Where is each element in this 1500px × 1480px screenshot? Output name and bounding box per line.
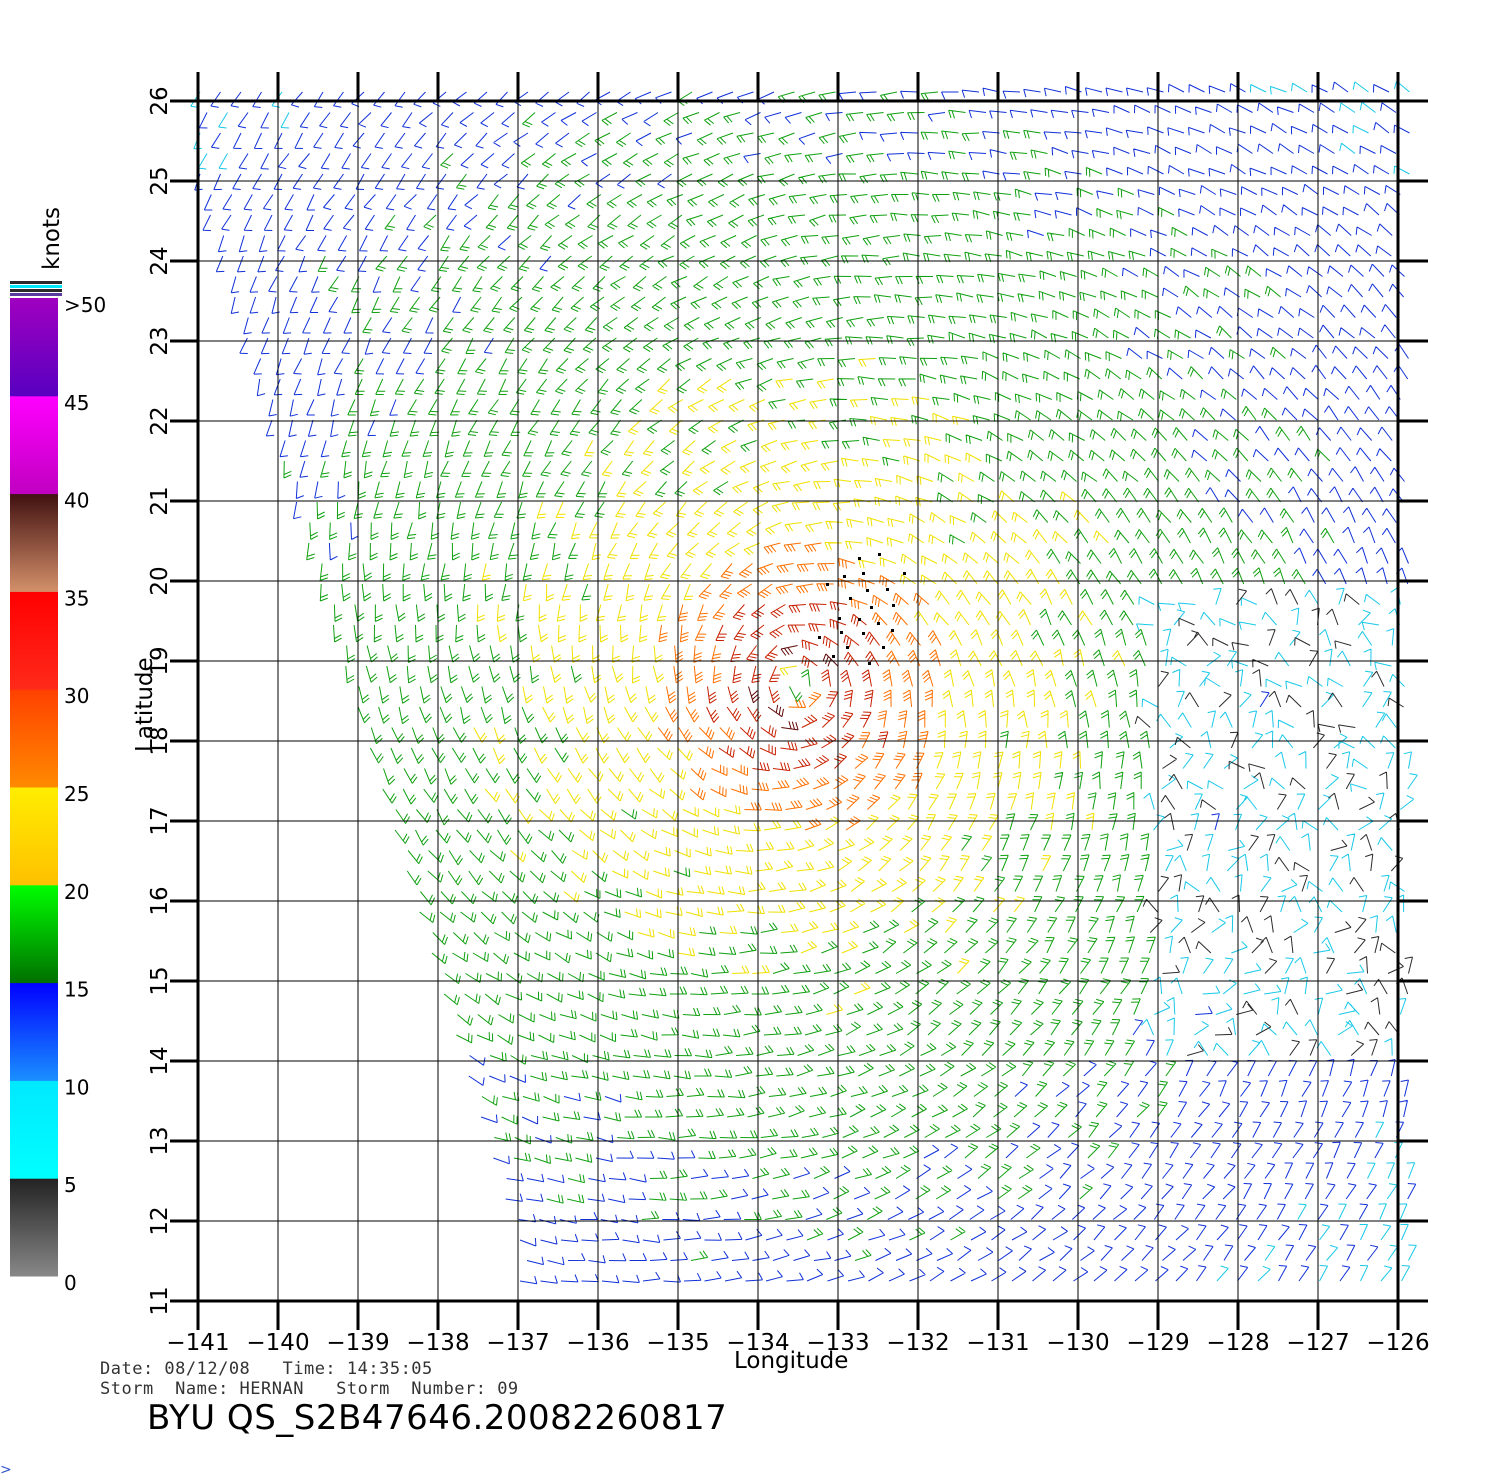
colorbar-top-marker [10,289,62,292]
corner-mark: > [0,1462,12,1478]
colorbar-tick-label: 20 [64,880,89,904]
rain-flag [877,622,880,625]
lat-tick-label: 21 [147,486,173,515]
lon-tick-label: −132 [886,1330,949,1356]
colorbar-tick-label: >50 [64,293,106,317]
rain-flag [818,636,821,639]
colorbar-top-marker [10,285,62,288]
colorbar-top-marker [10,281,62,284]
rain-flag [886,588,889,591]
colorbar-tick-label: 15 [64,978,89,1002]
wind-barb-group [283,91,1335,1261]
rain-flag [866,589,869,592]
rain-flag [858,618,861,621]
lat-tick-label: 18 [147,726,173,755]
lon-tick-label: −127 [1286,1330,1349,1356]
colorbar-tick-label: 30 [64,684,89,708]
colorbar-band [10,1178,58,1277]
rain-flag [878,553,881,556]
colorbar: >50 45 40 35 30 25 20 15 10 5 0 [10,281,106,1295]
colorbar-band [10,591,58,690]
rain-flag [882,646,885,649]
lon-tick-label: −137 [486,1330,549,1356]
storm-info: Storm Name: HERNAN Storm Number: 09 [100,1379,519,1399]
lat-tick-label: 13 [147,1126,173,1155]
lat-tick-label: 24 [147,246,173,275]
lat-tick-label: 22 [147,406,173,435]
lat-tick-label: 11 [147,1286,173,1315]
colorbar-tick-label: 0 [64,1271,77,1295]
lat-tick-label: 12 [147,1206,173,1235]
rain-flag [838,617,841,620]
colorbar-tick-label: 35 [64,586,89,610]
product-id: BYU QS_S2B47646.20082260817 [147,1398,728,1438]
colorbar-band [10,689,58,788]
lon-tick-label: −133 [806,1330,869,1356]
colorbar-tick-label: 5 [64,1173,77,1197]
lon-tick-label: −128 [1206,1330,1269,1356]
wind-barb-group [748,645,839,731]
lat-tick-label: 16 [147,886,173,915]
lat-tick-label: 26 [147,86,173,115]
y-axis-title: Latitude [132,657,158,752]
rain-flag [849,597,852,600]
lon-tick-label: −140 [246,1330,309,1356]
lon-tick-label: −136 [566,1330,629,1356]
lon-tick-label: −131 [966,1330,1029,1356]
lat-tick-label: 23 [147,326,173,355]
wind-barb-group [473,358,1126,1015]
rain-flag [826,583,829,586]
colorbar-tick-label: 25 [64,782,89,806]
colorbar-band [10,787,58,886]
wind-barb-group [657,542,942,831]
wind-barb-group [706,601,889,772]
lat-tick-label: 17 [147,806,173,835]
lat-tick-label: 14 [147,1046,173,1075]
rain-flag [843,575,846,578]
rain-flag [891,629,894,632]
map-grid [170,72,1428,1330]
lat-tick-label: 25 [147,166,173,195]
rain-flag [846,646,849,649]
colorbar-band [10,982,58,1081]
colorbar-band [10,1080,58,1179]
date-time-info: Date: 08/12/08 Time: 14:35:05 [100,1359,433,1379]
lon-tick-label: −139 [326,1330,389,1356]
rain-flag [892,604,895,607]
lat-tick-label: 15 [147,966,173,995]
lon-tick-label: −141 [166,1330,229,1356]
lon-tick-label: −134 [726,1330,789,1356]
rain-flag [840,631,843,634]
wind-barb-group [194,81,1417,1285]
x-axis-title: Longitude [734,1348,848,1374]
rain-flag [862,632,865,635]
colorbar-tick-label: 40 [64,489,89,513]
rain-flag [858,557,861,560]
rain-flag [903,572,906,575]
colorbar-band [10,884,58,984]
colorbar-top-marker [10,293,62,296]
colorbar-tick-label: 45 [64,391,89,415]
lat-tick-label: 20 [147,566,173,595]
wind-barbs [190,80,1418,1285]
colorbar-band [10,298,58,397]
lon-tick-label: −129 [1126,1330,1189,1356]
lon-tick-label: −130 [1046,1330,1109,1356]
lon-tick-label: −135 [646,1330,709,1356]
lat-tick-label: 19 [147,646,173,675]
rain-flag [862,572,865,575]
rain-flag [870,606,873,609]
colorbar-unit-label: knots [39,207,65,270]
axis-ticks: −141 −140 −139 −138 −137 −136 −135 −134 −133 −132… [147,86,1430,1356]
lon-tick-label: −126 [1366,1330,1429,1356]
rain-flag [868,662,871,665]
colorbar-tick-label: 10 [64,1075,89,1099]
colorbar-band [10,395,58,495]
colorbar-band [10,493,58,592]
rain-flag [832,655,835,658]
lon-tick-label: −138 [406,1330,469,1356]
